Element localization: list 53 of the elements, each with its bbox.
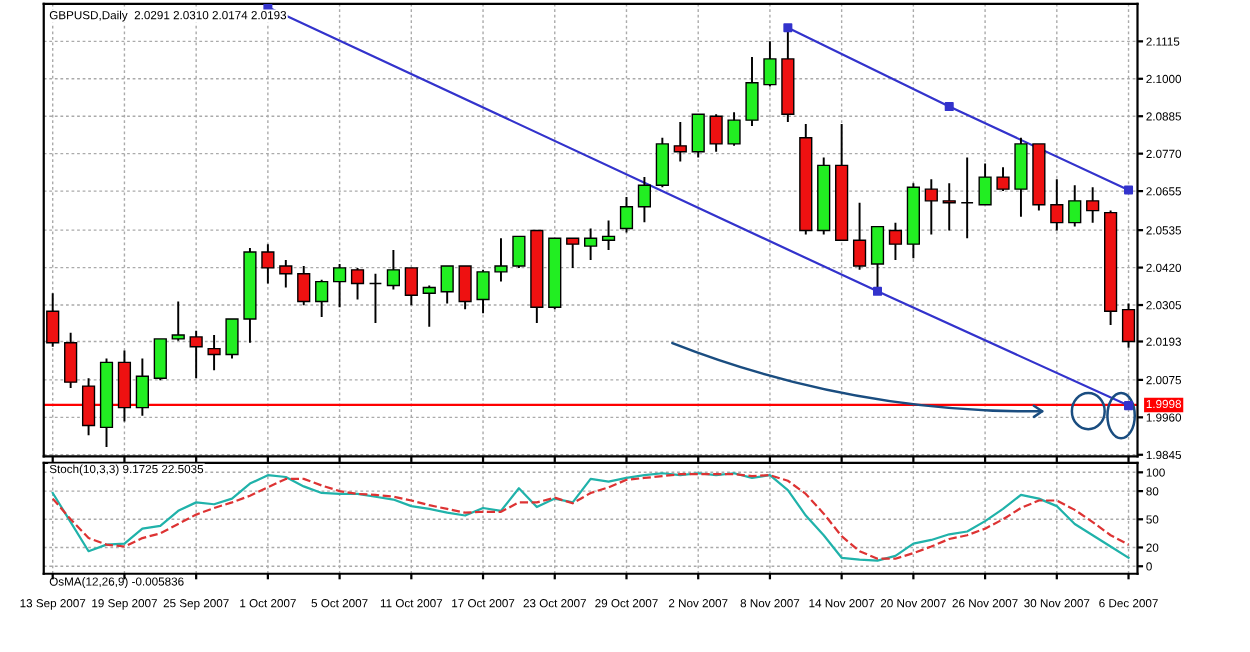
candlestick [727,111,741,147]
candlestick [691,113,705,159]
candlestick [135,357,149,417]
candlestick [960,156,974,240]
candlestick [1068,184,1082,228]
candlestick [888,221,903,262]
candlestick [1086,186,1100,224]
candlestick [584,227,598,262]
candlestick [404,266,418,307]
candlestick [458,264,472,311]
candlestick [332,263,347,309]
candlestick [494,237,508,283]
point [1124,185,1134,195]
candlestick [763,40,777,88]
candlestick [386,249,401,291]
point [873,286,883,296]
candlestick [619,195,634,234]
candlestick [852,201,867,271]
point [944,101,954,111]
candlestick [153,337,167,382]
candlestick [171,300,185,342]
candlestick [601,219,616,251]
candlestick [476,268,490,315]
point [1124,401,1134,411]
candlestick [81,377,96,437]
candlestick [207,334,221,372]
candlestick [655,136,669,189]
candlestick [709,113,723,153]
candlestick [673,121,687,163]
candlestick [422,284,436,328]
candlestick [279,259,293,289]
candlestick [261,243,275,285]
candlestick [996,166,1010,193]
candlestick [870,225,885,293]
candlestick [189,329,203,380]
candlestick [117,349,132,423]
candlestick [315,278,329,319]
candlestick [350,266,365,301]
candlestick [745,56,759,127]
candlestick [1014,136,1028,218]
candlestick [566,237,580,269]
point [783,23,793,33]
candlestick [297,264,311,307]
candlestick [512,235,526,269]
candlestick [637,176,652,224]
candlestick [368,272,383,324]
candlestick [225,318,239,360]
candlestick [942,182,956,232]
candlestick [64,331,78,390]
candlestick [440,264,454,305]
candlestick [978,162,992,206]
candlestick [924,178,938,236]
candlestick [1050,178,1064,232]
